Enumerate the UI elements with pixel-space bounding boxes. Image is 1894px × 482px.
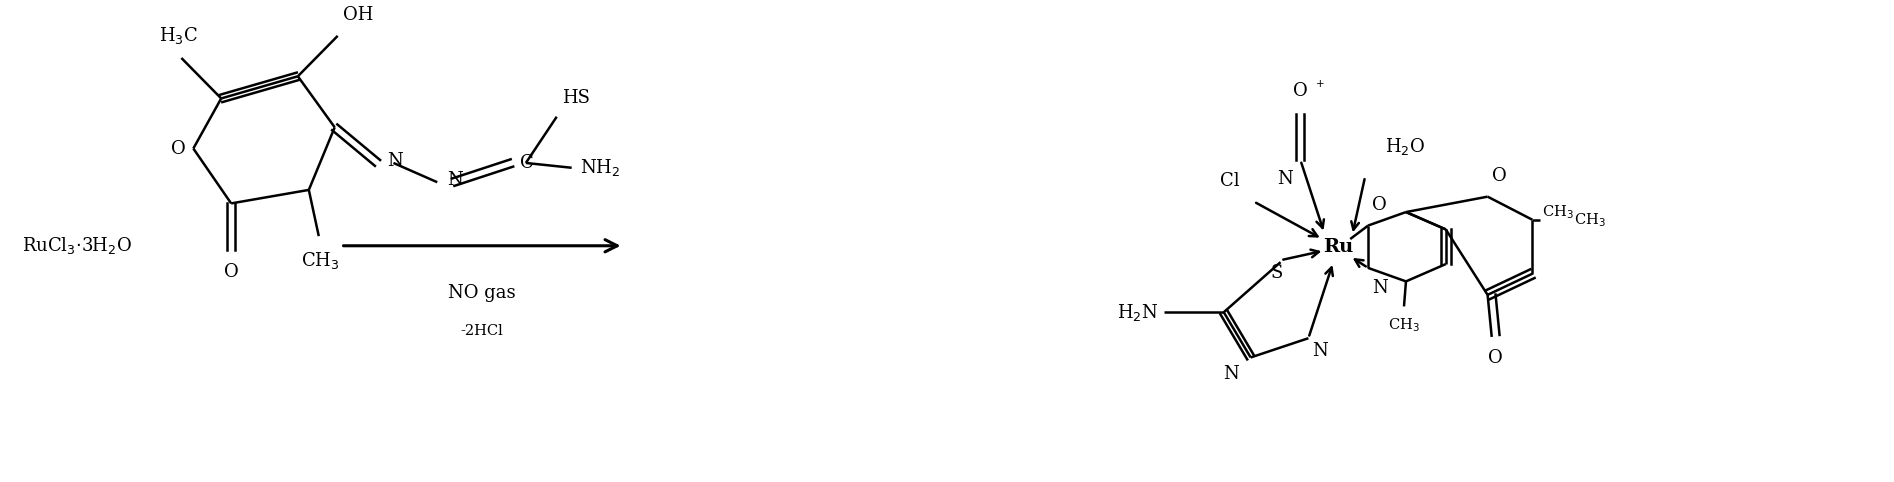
Text: H$_2$O: H$_2$O [1385,136,1424,157]
Text: N: N [388,152,403,170]
Text: -2HCl: -2HCl [460,324,504,338]
Text: O: O [1294,82,1309,100]
Text: N: N [1371,280,1388,297]
Text: S: S [1271,264,1282,282]
Text: OH: OH [343,6,373,24]
Text: O: O [1492,167,1506,185]
Text: Ru: Ru [1324,238,1354,256]
Text: $^+$: $^+$ [1313,80,1324,94]
Text: N: N [1277,170,1292,187]
Text: HS: HS [563,89,589,107]
Text: NH$_2$: NH$_2$ [580,157,619,178]
Text: Cl: Cl [1220,172,1241,190]
Text: N: N [1313,342,1328,360]
Text: RuCl$_3$$\cdot$3H$_2$O: RuCl$_3$$\cdot$3H$_2$O [23,235,133,256]
Text: N: N [447,171,462,189]
Text: H$_2$N: H$_2$N [1117,302,1157,323]
Text: O: O [223,263,239,281]
Text: CH$_3$: CH$_3$ [1388,316,1420,334]
Text: NO gas: NO gas [449,284,515,302]
Text: CH$_3$: CH$_3$ [301,250,341,270]
Text: CH$_3$: CH$_3$ [1542,203,1574,221]
Text: N: N [1224,365,1239,383]
Text: H$_3$C: H$_3$C [159,26,199,46]
Text: CH$_3$: CH$_3$ [1574,211,1606,228]
Text: C: C [519,154,534,172]
Text: O: O [1489,349,1504,367]
Text: O: O [170,139,186,158]
Text: O: O [1371,196,1386,214]
